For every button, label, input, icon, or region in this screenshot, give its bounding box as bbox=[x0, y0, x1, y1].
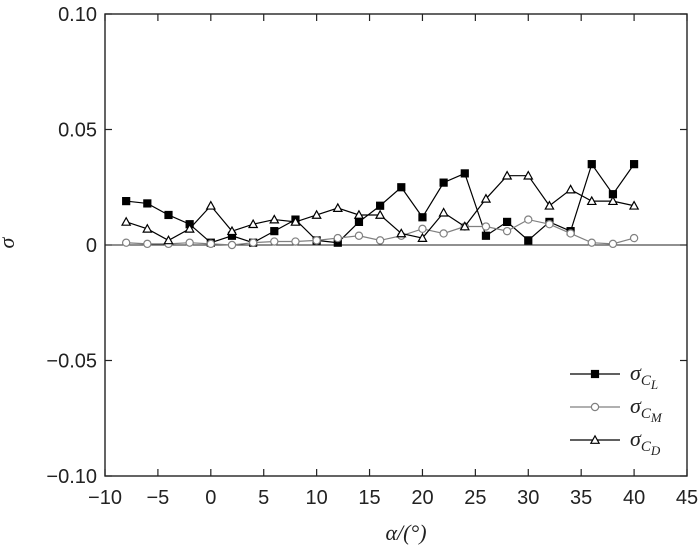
y-tick-label: 0.05 bbox=[58, 120, 97, 142]
data-point bbox=[439, 178, 448, 187]
data-point bbox=[608, 239, 618, 249]
data-point bbox=[438, 207, 449, 217]
legend-label: σCD bbox=[630, 426, 661, 458]
data-point bbox=[248, 238, 258, 247]
data-point bbox=[503, 217, 512, 227]
legend-label: σCL bbox=[630, 360, 658, 392]
y-tick-label: −0.05 bbox=[46, 351, 97, 373]
y-tick-label: −0.10 bbox=[46, 466, 97, 488]
data-point bbox=[545, 220, 554, 229]
x-tick-label: 20 bbox=[411, 487, 433, 509]
data-point bbox=[418, 213, 427, 222]
data-point bbox=[586, 195, 597, 206]
x-tick-label: −5 bbox=[147, 487, 170, 509]
data-point bbox=[374, 209, 386, 219]
x-tick-label: 5 bbox=[258, 487, 269, 509]
series-M bbox=[121, 215, 639, 250]
y-axis-label: σ bbox=[0, 236, 19, 248]
data-point bbox=[587, 238, 596, 247]
data-point bbox=[206, 239, 216, 249]
data-point bbox=[524, 236, 533, 245]
y-tick-label: 0 bbox=[86, 235, 97, 257]
x-tick-label: 45 bbox=[676, 487, 698, 509]
data-point bbox=[142, 223, 153, 233]
data-point bbox=[590, 402, 600, 412]
x-tick-label: −10 bbox=[88, 487, 122, 509]
data-point bbox=[396, 228, 407, 238]
data-point bbox=[291, 237, 300, 246]
data-point bbox=[205, 200, 216, 210]
data-point bbox=[143, 199, 152, 208]
x-tick-label: 40 bbox=[623, 487, 645, 509]
data-point bbox=[628, 200, 640, 210]
data-point bbox=[418, 224, 427, 234]
data-point bbox=[607, 195, 619, 206]
x-tick-label: 0 bbox=[205, 487, 216, 509]
data-point bbox=[481, 222, 491, 231]
data-point bbox=[501, 170, 513, 180]
data-point bbox=[417, 232, 428, 242]
data-point bbox=[270, 227, 279, 236]
series-L bbox=[122, 160, 639, 247]
data-point bbox=[524, 215, 533, 224]
data-point bbox=[121, 238, 131, 247]
data-point bbox=[332, 202, 343, 212]
series-group bbox=[121, 160, 640, 250]
data-point bbox=[122, 197, 131, 206]
data-point bbox=[226, 225, 238, 236]
data-point bbox=[566, 229, 575, 238]
data-point bbox=[480, 193, 492, 203]
data-point bbox=[459, 221, 470, 231]
data-point bbox=[185, 238, 194, 247]
series-D bbox=[121, 170, 640, 245]
data-point bbox=[629, 160, 639, 169]
legend-entry: σCD bbox=[570, 426, 661, 458]
ticks-group bbox=[104, 13, 688, 477]
data-point bbox=[589, 434, 601, 444]
data-point bbox=[502, 226, 512, 236]
data-point bbox=[247, 218, 259, 229]
data-point bbox=[163, 235, 174, 245]
data-point bbox=[544, 200, 555, 210]
x-tick-label: 10 bbox=[306, 487, 328, 509]
data-point bbox=[481, 231, 491, 240]
x-axis-label: α/(°) bbox=[385, 520, 426, 545]
legend-label: σCM bbox=[630, 393, 663, 425]
data-point bbox=[184, 223, 195, 233]
data-point bbox=[290, 216, 301, 226]
data-point bbox=[460, 169, 469, 178]
data-point bbox=[587, 160, 596, 169]
y-tick-label: 0.10 bbox=[58, 4, 97, 26]
data-point bbox=[312, 236, 321, 245]
data-point bbox=[629, 233, 639, 243]
data-point bbox=[269, 214, 280, 224]
data-point bbox=[523, 170, 534, 180]
data-point bbox=[354, 217, 364, 227]
data-point bbox=[333, 233, 342, 243]
data-point bbox=[376, 201, 385, 210]
data-point bbox=[397, 183, 406, 192]
data-point bbox=[590, 369, 600, 379]
x-tick-label: 25 bbox=[464, 487, 486, 509]
x-tick-label: 35 bbox=[570, 487, 592, 509]
tick-labels-group: −10 −5 0 5 10 15 20 25 30 35 40 45 −0.10 −0.05 0 0.05 0.… bbox=[46, 4, 698, 509]
data-point bbox=[143, 239, 152, 249]
data-point bbox=[353, 209, 365, 219]
x-tick-label: 15 bbox=[358, 487, 380, 509]
legend-entry: σCL bbox=[570, 360, 658, 392]
data-point bbox=[439, 229, 448, 238]
data-point bbox=[354, 231, 364, 240]
x-tick-label: 30 bbox=[517, 487, 539, 509]
legend-entry: σCM bbox=[570, 393, 663, 425]
data-point bbox=[270, 237, 279, 246]
data-point bbox=[375, 236, 385, 245]
data-point bbox=[121, 216, 132, 226]
data-point bbox=[311, 209, 322, 219]
data-point bbox=[164, 210, 173, 220]
data-point bbox=[565, 184, 576, 194]
data-point bbox=[227, 240, 237, 250]
